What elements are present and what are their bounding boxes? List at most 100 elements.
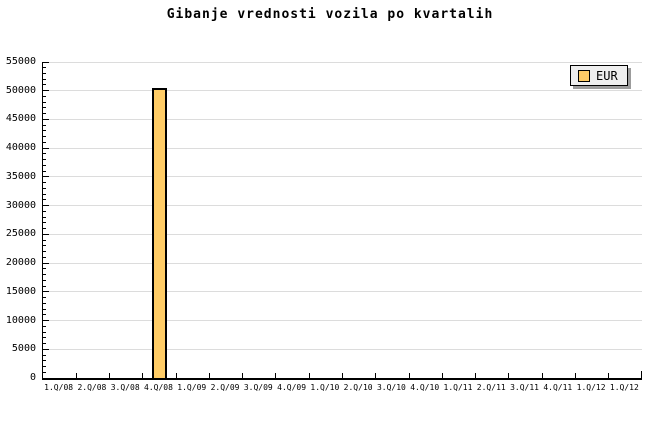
y-axis-minor-tick [43,164,46,166]
legend-label: EUR [596,68,618,83]
gridline [43,320,642,322]
x-axis-tick [441,373,443,378]
x-tick-label: 3.Q/11 [510,383,539,392]
y-axis-minor-tick [43,107,46,109]
y-axis-minor-tick [43,222,46,224]
x-axis-tick [175,373,177,378]
x-axis-tick [75,373,77,378]
y-axis-minor-tick [43,101,46,103]
y-axis-minor-tick [43,256,46,258]
y-tick-label: 0 [29,372,36,383]
y-axis-minor-tick [43,371,46,373]
x-axis-tick [475,373,477,378]
y-axis-major-tick [43,233,49,235]
gridline [43,176,642,178]
y-axis-minor-tick [43,366,46,367]
y-axis-minor-tick [43,67,46,69]
y-axis-minor-tick [43,124,46,126]
y-axis-major-tick [43,147,49,149]
y-axis-major-tick [43,90,49,92]
x-tick-label: 1.Q/12 [609,383,639,392]
y-tick-label: 30000 [5,199,36,211]
y-tick-label: 35000 [5,170,36,182]
gridline [43,233,642,235]
x-tick-label: 3.Q/09 [243,383,273,392]
y-axis-major-tick [43,320,49,322]
x-axis-tick [142,373,144,378]
y-axis-minor-tick [43,95,46,97]
x-tick-label: 2.Q/08 [77,383,107,392]
x-tick-label: 1.Q/09 [177,383,207,392]
x-axis-tick [608,373,610,378]
y-axis-minor-tick [43,279,46,281]
y-axis-minor-tick [43,84,46,86]
y-tick-label: 15000 [5,285,36,297]
y-axis-minor-tick [43,153,46,155]
y-axis-minor-tick [43,130,46,132]
y-axis-minor-tick [43,72,46,74]
x-axis-tick [375,373,377,378]
y-axis-minor-tick [43,182,46,184]
y-axis-major-tick [43,262,49,264]
x-axis-tick [408,373,410,378]
y-axis-minor-tick [43,343,46,345]
y-axis-minor-tick [43,268,46,270]
x-tick-label: 3.Q/10 [376,383,406,392]
bar-4.Q/08 [151,87,167,378]
y-axis-minor-tick [43,193,46,195]
x-axis-tick [109,373,111,378]
y-axis-minor-tick [43,239,46,241]
y-tick-label: 40000 [5,142,36,154]
legend-swatch-eur [578,69,590,82]
gridline [43,61,642,63]
x-tick-label: 4.Q/08 [144,383,173,392]
y-axis-minor-tick [43,216,46,218]
y-tick-label: 25000 [5,228,36,240]
y-axis-minor-tick [43,141,46,143]
x-tick-label: 2.Q/11 [476,383,506,392]
y-axis-major-tick [43,348,49,350]
y-tick-label: 50000 [5,84,36,96]
y-axis-major-tick [43,61,49,63]
x-axis-tick [242,373,244,378]
x-axis-tick [508,373,510,378]
y-axis-major-tick [43,176,49,178]
y-tick-label: 5000 [11,343,36,355]
plot-area [42,61,642,380]
y-tick-label: 45000 [5,113,36,125]
gridline [43,348,642,350]
y-axis-minor-tick [43,199,46,201]
x-axis-tick [275,373,277,378]
y-axis-minor-tick [43,308,46,310]
y-axis-minor-tick [43,228,46,230]
y-axis-minor-tick [43,170,46,172]
y-axis-minor-tick [43,245,46,247]
x-axis-end-tick [641,371,642,378]
x-axis-tick [574,373,576,378]
x-tick-label: 1.Q/11 [443,383,473,392]
x-tick-label: 2.Q/10 [343,383,373,392]
y-axis-minor-tick [43,297,46,299]
y-tick-label: 55000 [5,56,36,67]
x-axis-tick [342,373,343,378]
y-axis-minor-tick [43,113,46,115]
y-axis-minor-tick [43,251,46,253]
y-axis-minor-tick [43,302,46,304]
x-tick-label: 1.Q/12 [576,383,606,392]
gridline [43,262,642,264]
y-axis-major-tick [43,118,49,120]
gridline [43,147,642,149]
x-tick-label: 4.Q/10 [410,383,440,392]
y-axis-minor-tick [43,325,46,327]
y-axis-minor-tick [43,159,46,161]
y-tick-label: 20000 [5,257,36,269]
y-axis-minor-tick [43,187,46,189]
y-axis-minor-tick [43,210,46,212]
x-tick-label: 1.Q/10 [310,383,340,392]
y-axis-minor-tick [43,331,46,333]
y-axis-minor-tick [43,136,46,138]
y-axis-minor-tick [43,337,46,339]
y-tick-label: 10000 [5,314,36,326]
x-tick-label: 2.Q/09 [210,383,240,392]
